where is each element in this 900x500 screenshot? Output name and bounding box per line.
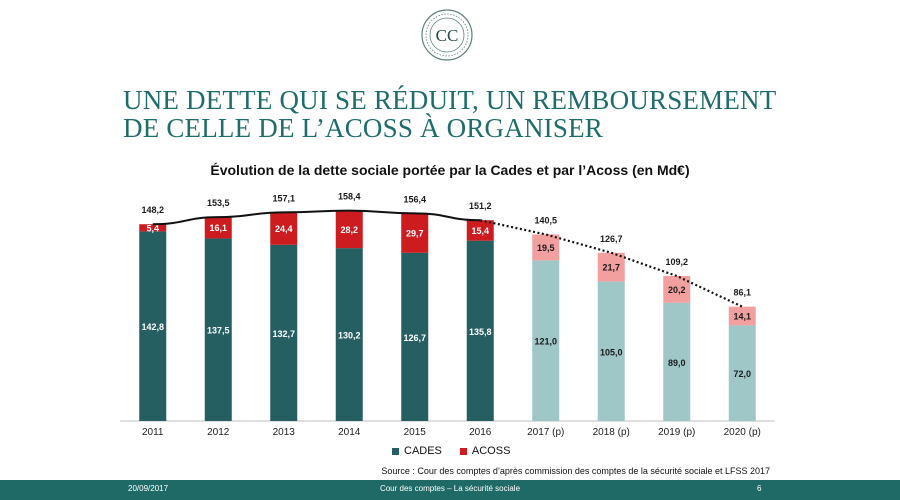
bar-acoss [401, 213, 429, 253]
bar-acoss [663, 276, 691, 303]
bar-cades [270, 244, 298, 421]
bar-cades [597, 281, 625, 421]
data-label-acoss: 29,7 [406, 229, 424, 239]
legend-item-acoss: ACOSS [459, 445, 511, 457]
bar-acoss [466, 220, 494, 241]
x-tick-label: 2018 (p) [593, 427, 630, 438]
data-label-cades: 72,0 [733, 369, 751, 379]
bar-cades [139, 231, 167, 421]
x-tick-label: 2014 [338, 427, 361, 438]
bar-cades [663, 302, 691, 421]
x-tick-label: 2019 (p) [658, 427, 695, 438]
slide-title-line-1: UNE DETTE QUI SE RÉDUIT, UN REMBOURSEMEN… [123, 85, 777, 115]
bar-cades [335, 248, 363, 421]
bar-acoss [139, 224, 167, 232]
chart-title: Évolution de la dette sociale portée par… [210, 162, 690, 178]
bar-acoss [728, 306, 756, 326]
x-tick-label: 2011 [142, 427, 164, 438]
bar-cades [728, 325, 756, 421]
data-label-acoss: 16,1 [209, 223, 227, 233]
data-label-acoss: 21,7 [602, 263, 620, 273]
data-label-acoss: 14,1 [733, 312, 751, 322]
data-label-acoss: 5,4 [146, 223, 159, 233]
data-label-acoss: 19,5 [537, 243, 555, 253]
trend-line-projected [480, 219, 743, 308]
data-label-acoss: 28,2 [340, 225, 358, 235]
legend-swatch-acoss [459, 447, 467, 455]
chart-legend: CADES ACOSS [392, 445, 510, 457]
footer-page-number: 6 [757, 484, 762, 493]
source-note: Source : Cour des comptes d’après commis… [381, 466, 770, 476]
data-label-cades: 137,5 [207, 326, 230, 336]
data-label-cades: 135,8 [469, 327, 492, 337]
x-tick-label: 2015 [404, 427, 427, 438]
data-label-total: 151,2 [469, 201, 492, 211]
footer-bar: 20/09/2017 Cour des comptes – La sécurit… [0, 480, 900, 500]
legend-swatch-cades [392, 447, 399, 455]
bar-cades [401, 252, 429, 421]
data-label-total: 86,1 [733, 288, 751, 298]
logo-letters: CC [436, 26, 459, 45]
data-label-total: 156,4 [403, 194, 426, 204]
legend-label-acoss: ACOSS [471, 445, 511, 457]
bar-cades [204, 238, 232, 421]
trend-line-actual [152, 209, 481, 226]
cour-des-comptes-logo: CC [421, 9, 473, 61]
data-label-cades: 89,0 [668, 358, 686, 368]
legend-label-cades: CADES [404, 445, 442, 457]
data-label-acoss: 20,2 [668, 285, 686, 295]
legend-item-cades: CADES [392, 445, 442, 457]
data-label-cades: 126,7 [403, 333, 426, 343]
x-tick-label: 2012 [207, 427, 230, 438]
data-label-acoss: 15,4 [471, 226, 489, 236]
footer-date: 20/09/2017 [128, 484, 169, 493]
x-tick-label: 2017 (p) [527, 427, 564, 438]
data-label-total: 109,2 [665, 257, 688, 267]
bar-acoss [204, 217, 232, 239]
x-tick-label: 2016 [469, 427, 492, 438]
x-tick-label: 2020 (p) [724, 427, 761, 438]
slide-title: UNE DETTE QUI SE RÉDUIT, UN REMBOURSEMEN… [123, 86, 776, 142]
data-label-total: 148,2 [141, 205, 164, 215]
bar-acoss [597, 252, 625, 282]
x-tick-label: 2013 [273, 427, 296, 438]
footer-title: Cour des comptes – La sécurité sociale [379, 484, 521, 493]
slide-title-line-2: DE CELLE DE L’ACOSS À ORGANISER [123, 113, 603, 143]
bar-cades [466, 240, 494, 421]
data-label-cades: 121,0 [534, 337, 557, 347]
data-label-cades: 132,7 [272, 329, 295, 339]
data-label-total: 126,7 [600, 234, 623, 244]
data-label-total: 153,5 [207, 198, 230, 208]
data-label-cades: 105,0 [600, 347, 623, 357]
data-label-total: 140,5 [534, 215, 557, 225]
data-label-total: 158,4 [338, 192, 361, 202]
bar-acoss [532, 234, 560, 261]
bar-cades [532, 260, 560, 421]
data-label-total: 157,1 [272, 193, 295, 203]
data-label-acoss: 24,4 [275, 224, 293, 234]
data-label-cades: 142,8 [141, 322, 164, 332]
bar-acoss [270, 212, 298, 245]
bar-acoss [335, 210, 363, 249]
data-label-cades: 130,2 [338, 331, 361, 341]
